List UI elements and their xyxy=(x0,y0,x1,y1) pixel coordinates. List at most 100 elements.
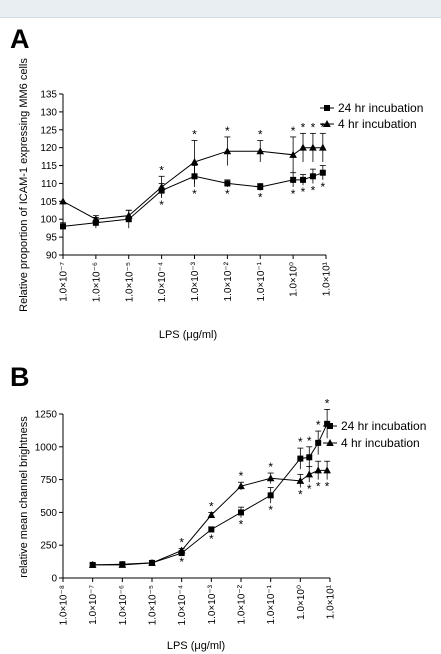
panel-b-series-24hr-legend-label: 24 hr incubation xyxy=(341,419,426,433)
panel-a-y-tick-label: 95 xyxy=(46,233,58,244)
panel-a-series-24hr-legend-marker xyxy=(324,105,330,111)
panel-b-series-4hr-significance-star: * xyxy=(307,482,312,496)
panel-b-series-4hr-significance-star: * xyxy=(298,487,303,501)
panel-a-series-4hr-point xyxy=(309,143,317,151)
panel-a-y-tick-label: 100 xyxy=(40,215,57,226)
panel-a-series-4hr-point xyxy=(299,143,307,151)
panel-a-series-4hr-point xyxy=(157,183,166,191)
panel-a-series-4hr-significance-star: * xyxy=(301,120,306,134)
panel-b-x-tick-label: 1.0×10⁻³ xyxy=(207,584,218,624)
panel-b-x-tick-label: 1.0×10¹ xyxy=(326,584,337,619)
panel-a-y-tick-label: 135 xyxy=(40,90,57,101)
panel-a-series-24hr-significance-star: * xyxy=(258,191,263,205)
panel-a-x-tick-label: 1.0×10¹ xyxy=(322,261,333,296)
panel-b-series-4hr-point xyxy=(148,558,156,566)
panel-a-x-tick-label: 1.0×10⁻⁴ xyxy=(157,262,168,302)
panel-b-series-24hr-significance-star: * xyxy=(307,434,312,448)
panel-a-y-tick-label: 120 xyxy=(40,143,57,154)
panel-a-series-24hr-point xyxy=(290,176,297,183)
panel-a-series-24hr-significance-star: * xyxy=(225,187,230,201)
panel-b-y-tick-label: 1000 xyxy=(35,442,58,453)
panel-b-series-4hr-point xyxy=(118,560,127,568)
panel-a-series-4hr-significance-star: * xyxy=(225,124,230,138)
panel-b-x-tick-label: 1.0×10⁰ xyxy=(296,585,307,620)
panel-a-y-tick-label: 105 xyxy=(40,197,57,208)
panel-a-series-4hr-significance-star: * xyxy=(320,120,325,134)
panel-a-series-4hr-point xyxy=(59,197,67,205)
panel-b-y-tick-label: 750 xyxy=(40,475,57,486)
panel-a-x-tick-label: 1.0×10⁻⁷ xyxy=(59,262,70,302)
panel-b-series-24hr-significance-star: * xyxy=(268,503,273,517)
panel-a-series-24hr-point xyxy=(300,176,307,183)
panel-a-series-4hr-significance-star: * xyxy=(192,128,197,142)
panel-a-x-tick-label: 1.0×10⁻³ xyxy=(190,261,201,301)
panel-b-y-axis-label: relative mean channel brightness xyxy=(18,416,30,578)
panel-a-x-tick-label: 1.0×10⁻⁶ xyxy=(91,262,102,302)
panel-a-y-tick-label: 115 xyxy=(41,161,57,172)
panel-a-series-4hr-line xyxy=(62,147,323,220)
panel-b-series-24hr-point xyxy=(306,454,313,461)
panel-b-series-24hr-point xyxy=(238,509,244,516)
panel-b-series-24hr-point xyxy=(267,492,274,499)
panel-b-x-tick-label: 1.0×10⁻⁶ xyxy=(118,585,129,625)
panel-b-x-tick-label: 1.0×10⁻⁷ xyxy=(88,585,99,625)
panel-b-x-axis-label: LPS (μg/ml) xyxy=(167,640,225,652)
panel-a-series-4hr-point xyxy=(190,157,199,165)
panel-b-series-4hr-legend-label: 4 hr incubation xyxy=(341,436,420,450)
panel-b-series-4hr-significance-star: * xyxy=(209,499,214,513)
panel-b-series-4hr-point xyxy=(296,476,305,484)
panel-b-y-tick-label: 500 xyxy=(40,508,57,519)
panel-b-x-tick-label: 1.0×10⁻⁵ xyxy=(148,585,159,625)
panel-a-series-4hr-legend-label: 4 hr incubation xyxy=(338,117,417,131)
panel-b-series-24hr-significance-star: * xyxy=(209,532,214,546)
panel-b-series-4hr-point xyxy=(314,466,322,474)
panel-a-series-24hr-significance-star: * xyxy=(301,185,306,199)
panel-a-y-tick-label: 130 xyxy=(40,107,57,118)
panel-b-series-4hr-point xyxy=(323,466,331,474)
panel-a-x-tick-label: 1.0×10⁰ xyxy=(289,262,300,297)
panel-b-series-4hr-point xyxy=(266,474,275,482)
panel-a-series-4hr-point xyxy=(319,143,327,151)
panel-b-series-24hr-significance-star: * xyxy=(179,555,184,569)
panel-b-series-24hr-point xyxy=(208,526,215,533)
panel-a-y-tick-label: 125 xyxy=(40,125,57,136)
panel-b-series-4hr-significance-star: * xyxy=(325,480,330,494)
panel-a-series-24hr-significance-star: * xyxy=(159,198,164,212)
panel-b-series-24hr-significance-star: * xyxy=(298,435,303,449)
panel-b-y-tick-label: 1250 xyxy=(35,410,58,421)
panel-b-x-tick-label: 1.0×10⁻⁴ xyxy=(177,585,188,625)
top-bar xyxy=(0,0,441,18)
panel-a-series-24hr-significance-star: * xyxy=(291,187,296,201)
panel-a-series-4hr-significance-star: * xyxy=(291,124,296,138)
panel-a-series-4hr-point xyxy=(289,150,297,158)
panel-a-x-tick-label: 1.0×10⁻² xyxy=(223,261,234,301)
panel-b-x-tick-label: 1.0×10⁻¹ xyxy=(266,584,277,624)
panel-a-plot: 90 95 100 105 110 115 120 125 130 135 1.0×10⁻⁷ 1.0×… xyxy=(40,90,423,303)
panel-a-series-24hr-point xyxy=(257,184,264,191)
panel-b-y-tick-label: 250 xyxy=(40,541,57,552)
panel-b-series-4hr-point xyxy=(207,511,216,519)
panel-b-series-4hr-point xyxy=(177,546,186,554)
panel-a-series-4hr-point xyxy=(124,211,133,219)
panel-a-series-24hr-point xyxy=(224,180,231,187)
panel-a-series-4hr-point xyxy=(223,147,232,155)
panel-b-series-24hr-significance-star: * xyxy=(239,518,244,532)
panel-b-series-4hr-significance-star: * xyxy=(179,535,184,549)
panel-b-series-24hr-point xyxy=(297,455,304,462)
panel-b-x-tick-label: 1.0×10⁻⁸ xyxy=(59,585,70,625)
panel-a-y-tick-label: 90 xyxy=(46,251,58,262)
panel-a-series-4hr-significance-star: * xyxy=(159,163,164,177)
panel-a-series-24hr-point xyxy=(60,223,66,230)
panel-b-series-24hr-significance-star: * xyxy=(316,418,321,432)
panel-a-series-24hr-significance-star: * xyxy=(311,183,316,197)
panel-b-series-4hr-significance-star: * xyxy=(316,480,321,494)
panel-a-series-24hr-point xyxy=(309,173,316,180)
panel-a-x-tick-label: 1.0×10⁻¹ xyxy=(256,261,267,301)
panel-b-plot: 0 250 500 750 1000 1250 1.0×10⁻⁸ 1.0×10⁻⁷ 1.0×10… xyxy=(35,396,427,625)
panel-a-y-axis-label: Relative proportion of ICAM-1 expressing… xyxy=(18,58,30,312)
panel-a-series-24hr-legend-label: 24 hr incubation xyxy=(338,101,423,115)
panel-b-y-tick-label: 0 xyxy=(51,574,57,585)
panel-a-series-24hr-significance-star: * xyxy=(320,180,325,194)
panel-b-series-24hr-significance-star: * xyxy=(325,396,330,410)
